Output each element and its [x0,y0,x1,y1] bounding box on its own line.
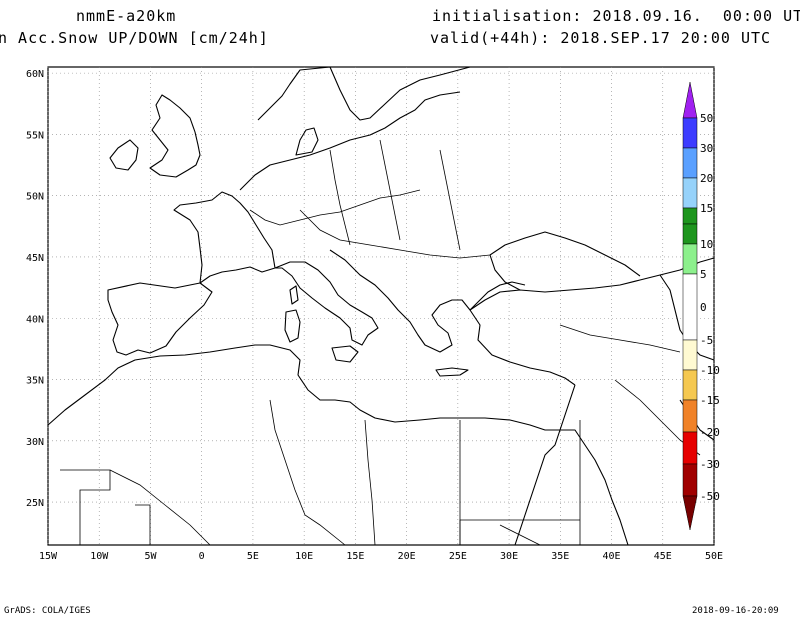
country-borders [60,139,701,546]
colorbar-segment [682,177,698,209]
colorbar-segment [682,463,698,497]
colorbar-segment [682,273,698,341]
colorbar-tick-label: -50 [700,490,720,503]
longitude-tick-label: 10E [295,551,313,562]
initialisation-label: initialisation: 2018.09.16. 00:00 UTC [432,7,800,25]
colorbar-tick-label: -5 [700,334,713,347]
map-frame [47,66,715,546]
colorbar-segment [682,431,698,465]
longitude-tick-label: 10W [90,551,109,562]
longitude-tick-label: 40E [603,551,621,562]
colorbar-tick-label: 50 [700,112,713,125]
colorbar-segment [682,223,698,245]
latitude-tick-label: 50N [26,192,44,203]
valid-time-label: valid(+44h): 2018.SEP.17 20:00 UTC [430,29,772,47]
colorbar-segment [682,117,698,149]
latitude-tick-label: 25N [26,498,44,509]
colorbar-tick-label: 30 [700,142,713,155]
colorbar-tick-label: 15 [700,202,713,215]
coastlines [47,66,715,546]
longitude-tick-label: 25E [449,551,467,562]
colorbar-bottom-triangle [682,495,698,531]
latitude-labels: 60N 55N 50N 45N 40N 35N 30N 25N [26,69,44,509]
longitude-tick-label: 0 [199,551,205,562]
longitude-labels: 15W 10W 5W 0 5E 10E 15E 20E 25E 30E 35E 40E 45E 50E [39,551,723,562]
latitude-tick-label: 45N [26,253,44,264]
colorbar-segment [682,399,698,433]
colorbar-tick-label: -10 [700,364,720,377]
colorbar-tick-label: -15 [700,394,720,407]
latitude-tick-label: 40N [26,314,44,325]
longitude-tick-label: 35E [551,551,569,562]
variable-title: n Acc.Snow UP/DOWN [cm/24h] [0,29,269,47]
colorbar-segment [682,369,698,401]
model-title: nmmE-a20km [76,7,177,25]
colorbar-tick-label: 0 [700,301,707,314]
colorbar-tick-label: -20 [700,426,720,439]
latitude-tick-label: 30N [26,437,44,448]
longitude-tick-label: 30E [500,551,518,562]
longitude-tick-label: 15E [346,551,364,562]
colorbar-tick-label: 10 [700,238,713,251]
graticule [47,67,715,545]
longitude-tick-label: 50E [705,551,723,562]
longitude-tick-label: 5W [144,551,157,562]
colorbar-segment [682,243,698,275]
longitude-tick-label: 20E [398,551,416,562]
longitude-tick-label: 15W [39,551,58,562]
latitude-tick-label: 35N [26,376,44,387]
colorbar-segment [682,339,698,371]
latitude-tick-label: 55N [26,130,44,141]
colorbar-segment [682,207,698,225]
colorbar-tick-label: -30 [700,458,720,471]
longitude-tick-label: 45E [654,551,672,562]
longitude-tick-label: 5E [247,551,259,562]
latitude-tick-label: 60N [26,69,44,80]
footer-right: 2018-09-16-20:09 [692,606,779,616]
colorbar-segment [682,147,698,179]
colorbar-tick-label: 5 [700,268,707,281]
colorbar-tick-label: 20 [700,172,713,185]
footer-left: GrADS: COLA/IGES [4,606,91,616]
